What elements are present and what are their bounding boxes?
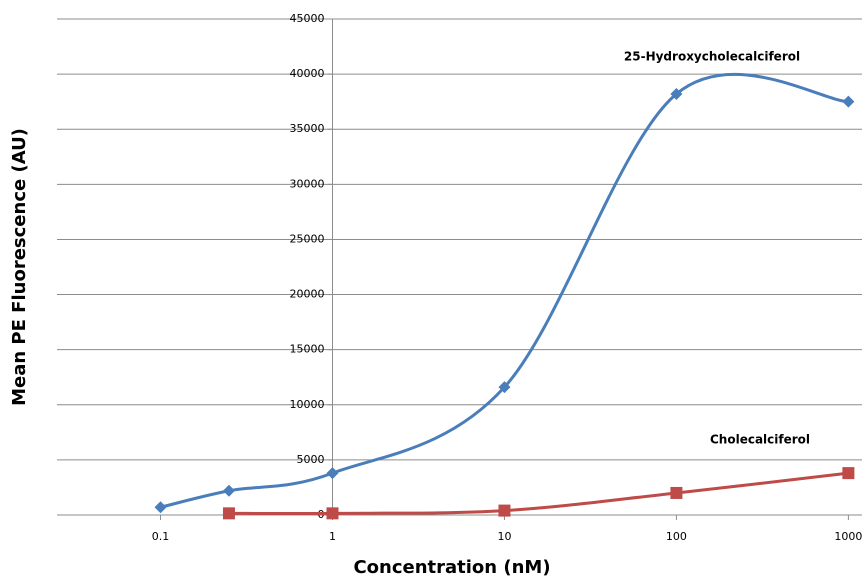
y-tick-label: 30000 xyxy=(289,177,324,190)
y-tick-label: 25000 xyxy=(289,232,324,245)
y-tick-label: 15000 xyxy=(289,343,324,356)
point xyxy=(222,507,235,520)
y-tick-label: 40000 xyxy=(289,67,324,80)
y-tick-label: 35000 xyxy=(289,122,324,135)
y-tick-label: 10000 xyxy=(289,398,324,411)
y-tick-label: 45000 xyxy=(289,12,324,25)
x-axis-title: Concentration (nM) xyxy=(353,557,550,578)
x-tick-label: 10 xyxy=(497,530,511,543)
x-tick-label: 1 xyxy=(329,530,336,543)
point xyxy=(842,467,855,480)
x-tick-label: 0.1 xyxy=(152,530,170,543)
point xyxy=(670,87,683,100)
series-line xyxy=(160,73,849,509)
series-label: Cholecalciferol xyxy=(710,433,810,447)
series-line xyxy=(228,471,849,516)
point xyxy=(498,381,511,394)
point xyxy=(326,507,339,520)
x-tick-label: 100 xyxy=(666,530,687,543)
point xyxy=(842,95,855,108)
series-label: 25-Hydroxycholecalciferol xyxy=(624,50,800,64)
y-tick-label: 20000 xyxy=(289,288,324,301)
x-tick-label: 1000 xyxy=(834,530,862,543)
point xyxy=(326,467,339,480)
y-tick-label: 5000 xyxy=(296,453,324,466)
point xyxy=(222,484,235,497)
y-axis-title: Mean PE Fluorescence (AU) xyxy=(9,128,30,406)
point xyxy=(498,504,511,517)
point xyxy=(154,501,167,514)
point xyxy=(670,486,683,499)
